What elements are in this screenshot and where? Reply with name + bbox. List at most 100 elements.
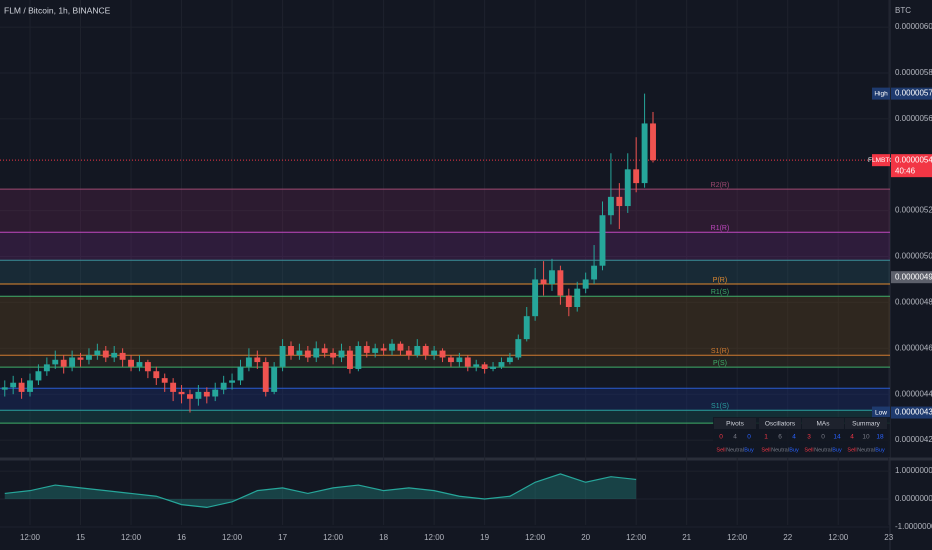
candle-body [633,169,640,184]
x-tick-label: 12:00 [727,533,748,542]
candle-body [616,196,623,207]
candle-body [69,357,76,367]
candle-body [565,295,572,308]
x-tick-label: 16 [177,533,186,542]
x-tick-label: 20 [581,533,590,542]
candle-body [607,196,614,216]
candle-body [557,270,564,296]
candle-body [52,359,59,365]
candle-body [498,362,505,367]
table-count: 0 [821,434,825,441]
price-badge [891,87,932,100]
table-count: 18 [876,434,884,441]
x-tick-label: 21 [682,533,691,542]
table-header: Summary [852,421,881,428]
candle-body [296,350,303,356]
badge-tag: High [874,90,888,97]
table-signal: Sell [847,447,856,453]
candle-body [582,279,589,289]
candle-body [254,357,261,363]
countdown: 40:46 [895,166,916,175]
level-label: R1(S) [711,289,729,296]
price-badge-label: 0.00000491 [895,272,932,281]
chart-title: FLM / Bitcoin, 1h, BINANCE [4,5,111,15]
y-tick-label: -1.0000000 [895,522,932,531]
candle-body [119,352,126,360]
table-header-bg [714,418,756,429]
candle-body [203,391,210,397]
x-tick-label: 22 [783,533,792,542]
price-badge [891,406,932,419]
price-badge [891,271,932,284]
axis-label: BTC [895,6,911,15]
candle-body [549,270,555,285]
candle-body [43,364,50,372]
candle-body [490,366,496,369]
x-tick-label: 23 [884,533,893,542]
candle-body [178,391,185,395]
candle-body [279,346,286,367]
candle-body [77,357,84,360]
table-count: 14 [833,434,841,441]
price-badge-label: 0.00000432 [895,408,932,417]
candle-body [212,389,219,397]
y-tick-label: 0.00000420 [895,435,932,444]
x-tick-label: 12:00 [222,533,243,542]
table-signal: Buy [789,447,799,453]
table-signal: Neutral [771,447,789,453]
zone [0,232,890,261]
candle-body [35,371,42,381]
x-tick-label: 12:00 [828,533,849,542]
zone [0,260,890,285]
price-badge-label: 0.00000542 [895,155,932,164]
x-tick-label: 18 [379,533,388,542]
candle-body [111,352,118,358]
x-tick-label: 12:00 [323,533,344,542]
table-count: 4 [733,434,737,441]
table-count: 0 [747,434,751,441]
candle-body [94,350,101,356]
level-label: R2(R) [711,182,730,189]
table-signal: Buy [744,447,754,453]
candle-body [245,357,252,367]
x-tick-label: 12:00 [121,533,142,542]
candle-body [481,364,488,369]
candle-body [532,279,539,317]
candle-body [85,355,92,360]
candle-body [439,350,446,358]
level-label: S1(R) [711,348,729,355]
table-header-bg [759,418,801,429]
candle-body [18,382,25,392]
badge-tag: FLMBTC [868,157,894,164]
zone [0,410,890,424]
candle-body [574,288,581,308]
candle-body [650,123,656,161]
table-count: 6 [778,434,782,441]
table-count: 10 [862,434,870,441]
candle-body [540,279,547,285]
candle-body [229,380,236,383]
table-signal: Buy [875,447,885,453]
candle-body [153,371,160,379]
candle-body [599,215,606,266]
candle-body [448,357,454,363]
candle-body [27,380,33,392]
y-tick-label: 0.0000000 [895,494,932,503]
candle-body [102,350,109,358]
x-tick-label: 12:00 [424,533,445,542]
x-tick-label: 12:00 [525,533,546,542]
candle-body [1,387,8,390]
table-count: 0 [719,434,723,441]
candle-body [128,359,134,367]
table-header-bg [802,418,844,429]
candle-body [313,348,320,358]
candle-body [372,348,379,353]
table-signal: Sell [761,447,770,453]
x-tick-label: 17 [278,533,287,542]
candle-body [389,343,395,351]
candle-body [10,382,17,388]
